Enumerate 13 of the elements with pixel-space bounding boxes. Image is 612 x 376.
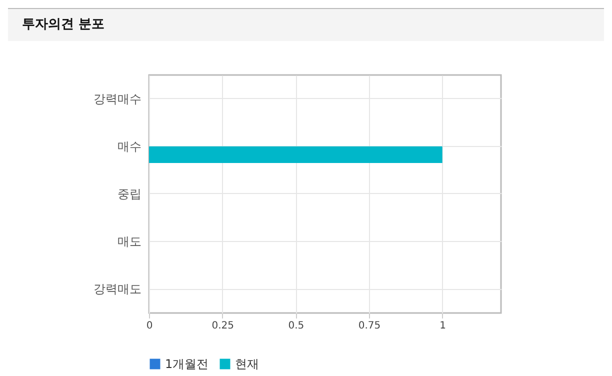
legend-label: 1개월전 — [165, 357, 209, 371]
y-tick-label: 강력매도 — [94, 282, 142, 296]
x-tick-label: 0 — [146, 320, 153, 332]
legend-label: 현재 — [235, 357, 259, 371]
chart-title: 투자의견 분포 — [8, 8, 604, 41]
x-tick-label: 0.5 — [288, 320, 304, 332]
y-tick-label: 중립 — [118, 187, 142, 201]
x-tick-label: 1 — [440, 320, 446, 332]
x-tick-label: 0.25 — [212, 320, 234, 332]
y-tick-label: 매수 — [118, 139, 142, 154]
y-tick-label: 매도 — [118, 234, 142, 249]
y-tick-label: 강력매수 — [94, 92, 142, 106]
x-tick-label: 0.75 — [358, 320, 381, 332]
